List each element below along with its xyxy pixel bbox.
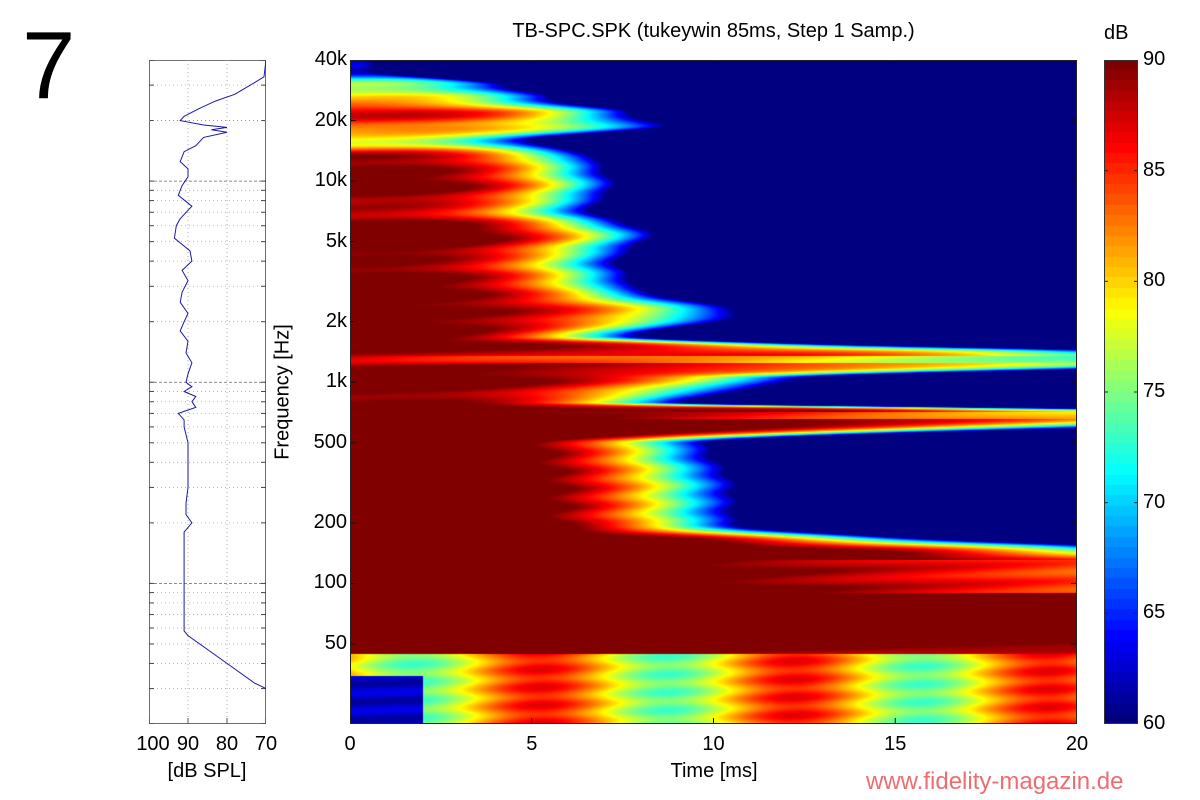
colorbar-tick-label: 85	[1143, 158, 1166, 181]
colorbar-tick-label: 80	[1143, 269, 1166, 292]
spectrogram-ticks	[350, 60, 1077, 724]
y-tick-label: 1k	[325, 370, 347, 393]
y-tick-label: 10k	[314, 169, 347, 192]
chart-title: TB-SPC.SPK (tukeywin 85ms, Step 1 Samp.)	[512, 20, 915, 42]
figure-number: 7	[22, 12, 76, 119]
colorbar-unit-label: dB	[1104, 22, 1129, 44]
spl-curve	[173, 60, 266, 690]
x-tick-label: 15	[884, 733, 907, 755]
y-axis-label: Frequency [Hz]	[271, 324, 294, 460]
spl-x-tick-label: 100	[136, 733, 170, 755]
y-tick-label: 20k	[314, 108, 347, 131]
spl-x-tick-label: 90	[176, 733, 200, 755]
spl-panel	[149, 60, 266, 724]
colorbar-tick-label: 90	[1143, 48, 1166, 70]
x-tick-label: 10	[702, 733, 725, 755]
spectrogram-heatmap	[350, 60, 1077, 724]
colorbar	[1104, 60, 1138, 724]
x-tick-label: 20	[1065, 733, 1089, 755]
spl-x-axis-label: [dB SPL]	[167, 760, 247, 782]
x-tick-label: 5	[526, 733, 538, 755]
y-tick-label: 500	[313, 430, 347, 453]
spl-x-tick-label: 80	[215, 733, 239, 755]
x-tick-label: 0	[344, 733, 356, 755]
spl-x-tick-label: 70	[254, 733, 278, 755]
y-tick-label: 40k	[314, 48, 347, 70]
colorbar-tick-label: 65	[1143, 601, 1166, 624]
spl-plot	[149, 60, 266, 724]
colorbar-tick-label: 70	[1143, 490, 1166, 513]
colorbar-ticks	[1104, 60, 1138, 724]
y-tick-label: 2k	[325, 309, 347, 332]
watermark: www.fidelity-magazin.de	[866, 768, 1124, 795]
colorbar-tick-label: 75	[1143, 380, 1166, 402]
y-tick-label: 5k	[325, 229, 347, 252]
colorbar-tick-label: 60	[1143, 712, 1166, 734]
x-axis-label: Time [ms]	[670, 760, 758, 782]
y-tick-label: 50	[324, 631, 347, 654]
y-tick-label: 100	[313, 571, 347, 594]
y-tick-label: 200	[313, 510, 347, 533]
